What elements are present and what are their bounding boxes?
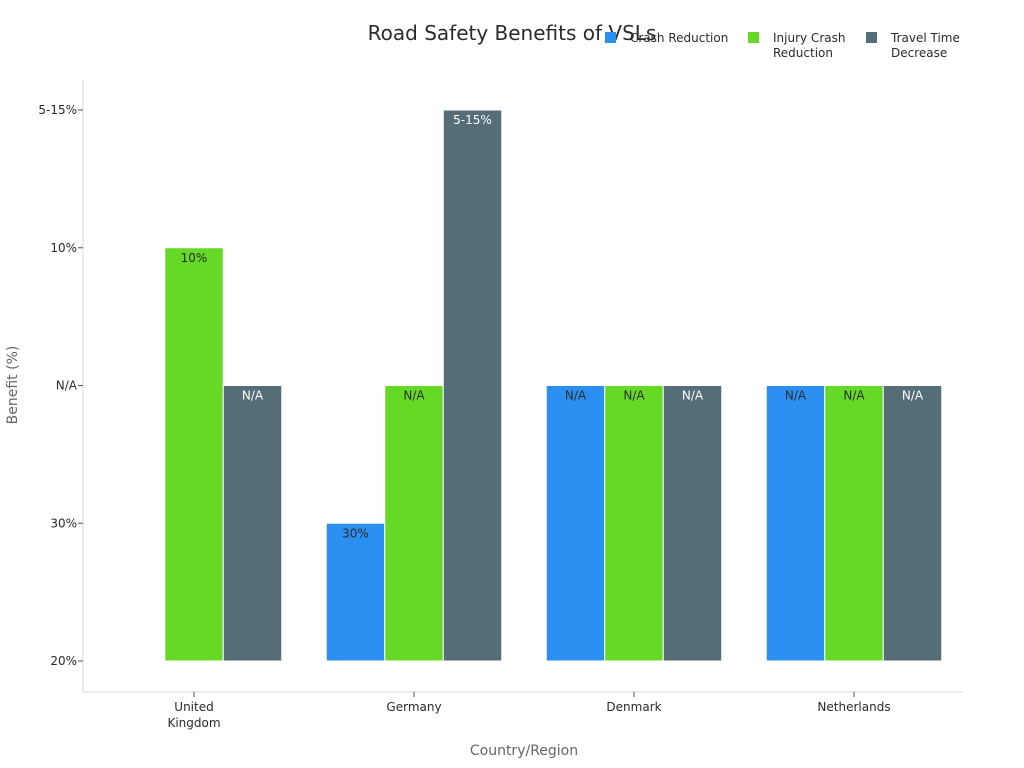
x-tick-label: United Kingdom (167, 700, 220, 730)
bar-crash-reduction (765, 385, 826, 662)
legend-swatch (605, 32, 616, 43)
bar-injury-crash-reduction (164, 247, 224, 662)
bar-labels-layer: 10% N/A 30% N/A 5-15% N/A N/A N/A N/A N/A N/A (181, 113, 924, 540)
legend: Crash Reduction Injury Crash Reduction Trav… (605, 31, 960, 60)
bar-travel-time-decrease (442, 109, 503, 662)
x-tick-label: Germany (386, 700, 441, 714)
y-tick-label: 5-15% (38, 103, 77, 117)
legend-label: Crash Reduction (630, 31, 728, 45)
bar-data-label: N/A (403, 389, 425, 403)
x-tick-label: Denmark (606, 700, 661, 714)
x-tick-label: Netherlands (817, 700, 890, 714)
y-tick-label: N/A (56, 379, 78, 393)
bar-travel-time-decrease (882, 385, 943, 662)
bar-data-label: N/A (785, 389, 807, 403)
bar-data-label: N/A (565, 389, 587, 403)
y-axis-title: Benefit (%) (5, 346, 21, 425)
bar-data-label: 30% (342, 526, 369, 540)
bar-data-label: N/A (682, 389, 704, 403)
bar-crash-reduction (545, 385, 606, 662)
bar-travel-time-decrease (222, 385, 283, 662)
bar-injury-crash-reduction (384, 385, 444, 662)
bars-layer (164, 109, 943, 662)
legend-label: Travel Time Decrease (890, 31, 960, 60)
ticks-layer: 20% 30% N/A 10% 5-15% United Kingdom Germany Den… (38, 103, 890, 730)
legend-swatch (866, 32, 877, 43)
legend-label: Injury Crash Reduction (773, 31, 845, 60)
bar-data-label: N/A (242, 389, 264, 403)
bar-data-label: N/A (902, 389, 924, 403)
bar-data-label: N/A (843, 389, 865, 403)
legend-swatch (748, 32, 759, 43)
y-tick-label: 30% (50, 516, 77, 530)
bar-data-label: 10% (181, 251, 208, 265)
x-axis-title: Country/Region (470, 743, 578, 759)
y-tick-label: 10% (50, 241, 77, 255)
bar-crash-reduction (325, 522, 386, 662)
bar-data-label: 5-15% (453, 113, 492, 127)
bar-injury-crash-reduction (824, 385, 884, 662)
bar-travel-time-decrease (662, 385, 723, 662)
bar-data-label: N/A (623, 389, 645, 403)
y-tick-label: 20% (50, 654, 77, 668)
bar-injury-crash-reduction (604, 385, 664, 662)
